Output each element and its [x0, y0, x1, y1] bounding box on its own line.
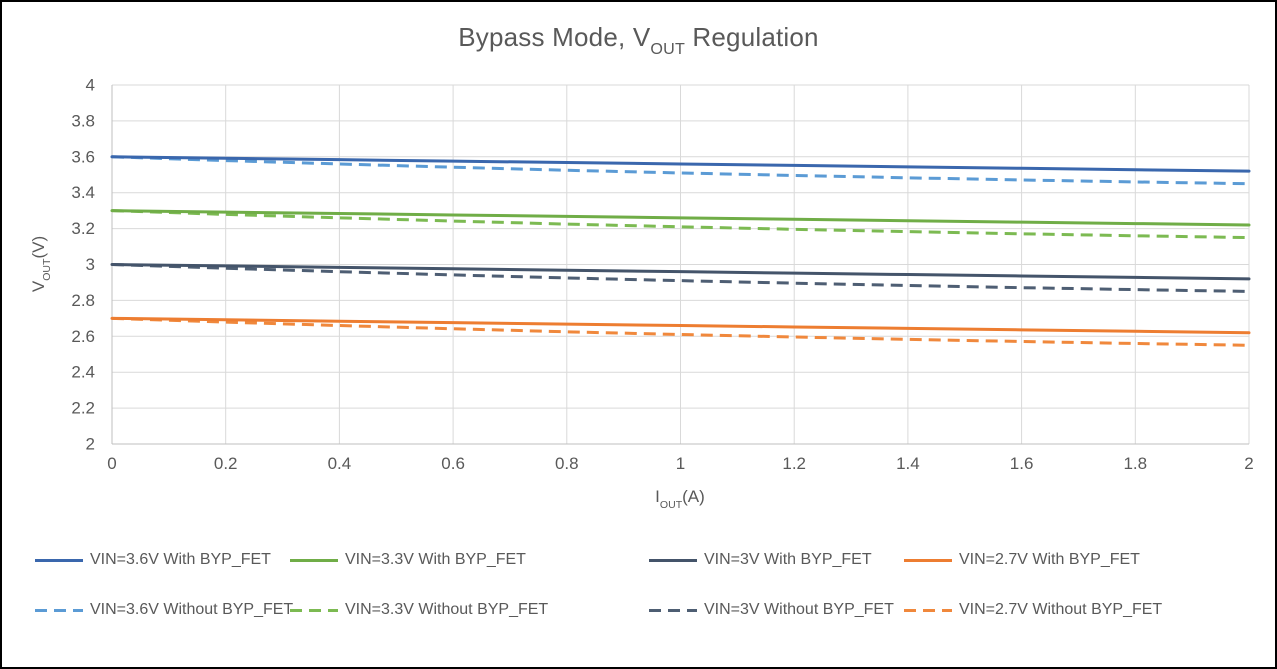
y-tick-label: 2.6	[71, 327, 95, 346]
x-tick-label: 2	[1244, 454, 1253, 473]
x-tick-label: 0	[107, 454, 116, 473]
y-tick-label: 3.8	[71, 111, 95, 130]
y-tick-label: 3.4	[71, 183, 95, 202]
chart-title-text-post: Regulation	[684, 22, 819, 52]
x-tick-label: 1.8	[1123, 454, 1147, 473]
x-axis-title: IOUT(A)	[655, 487, 705, 511]
y-tick-label: 3	[86, 255, 95, 274]
series-line-vin-3v-with-byp-fet	[110, 263, 1251, 281]
x-tick-label: 1	[676, 454, 685, 473]
x-tick-label: 0.4	[328, 454, 352, 473]
x-tick-label: 0.8	[555, 454, 579, 473]
chart-title-text: Bypass Mode, V	[458, 22, 651, 52]
y-axis-title: VOUT(V)	[28, 235, 53, 293]
x-tick-label: 0.2	[214, 454, 238, 473]
y-tick-label: 3.2	[71, 219, 95, 238]
y-tick-label: 2	[86, 435, 95, 454]
x-tick-label: 1.4	[896, 454, 920, 473]
y-tick-label: 4	[86, 76, 95, 95]
x-tick-label: 1.6	[1010, 454, 1034, 473]
x-tick-label: 1.2	[782, 454, 806, 473]
series-line-vin-2.7v-with-byp-fet	[110, 316, 1251, 335]
series-line-vin-3.3v-with-byp-fet	[110, 209, 1251, 227]
y-tick-label: 2.8	[71, 291, 95, 310]
x-tick-label: 0.6	[441, 454, 465, 473]
y-tick-label: 3.6	[71, 147, 95, 166]
series-line-vin-3.6v-with-byp-fet	[110, 155, 1251, 173]
y-tick-label: 2.4	[71, 363, 95, 382]
chart-title-subscript: OUT	[650, 40, 685, 59]
chart-title: Bypass Mode, VOUT Regulation	[2, 22, 1275, 59]
y-tick-label: 2.2	[71, 399, 95, 418]
